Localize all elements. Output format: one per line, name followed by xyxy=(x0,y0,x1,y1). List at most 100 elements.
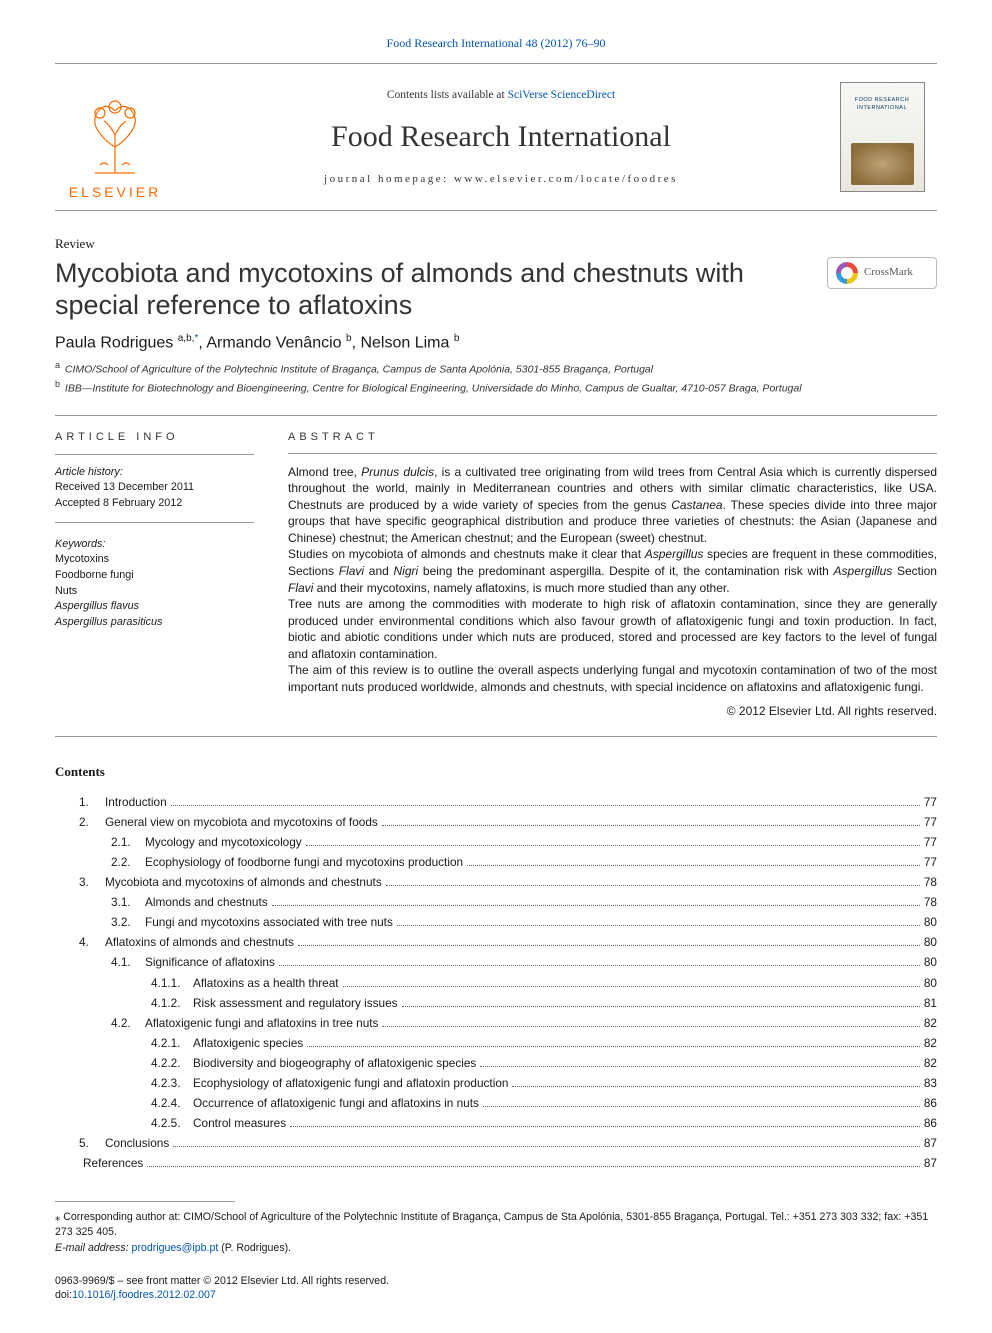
email-link[interactable]: prodrigues@ipb.pt xyxy=(132,1242,219,1254)
cover-thumb-area: FOOD RESEARCH INTERNATIONAL xyxy=(827,64,937,210)
toc-page: 81 xyxy=(924,993,937,1013)
affiliation: b IBB—Institute for Biotechnology and Bi… xyxy=(55,378,937,397)
toc-leader-dots xyxy=(307,1046,920,1047)
toc-page: 78 xyxy=(924,892,937,912)
toc-row[interactable]: 4.2.1.Aflatoxigenic species 82 xyxy=(55,1033,937,1053)
accepted-date: Accepted 8 February 2012 xyxy=(55,496,254,512)
masthead-center: Contents lists available at SciVerse Sci… xyxy=(175,64,827,210)
toc-heading: Contents xyxy=(55,763,937,781)
article-info-heading: article info xyxy=(55,430,254,446)
toc-row[interactable]: 4.2.5.Control measures 86 xyxy=(55,1113,937,1133)
toc-number: 3. xyxy=(79,872,101,892)
affiliation: a CIMO/School of Agriculture of the Poly… xyxy=(55,359,937,378)
keyword: Nuts xyxy=(55,584,254,600)
abstract-paragraph: Studies on mycobiota of almonds and ches… xyxy=(288,546,937,596)
toc-row[interactable]: 4.1.Significance of aflatoxins 80 xyxy=(55,952,937,972)
toc-row[interactable]: 3.2.Fungi and mycotoxins associated with… xyxy=(55,912,937,932)
toc-page: 82 xyxy=(924,1013,937,1033)
toc-number: 5. xyxy=(79,1133,101,1153)
toc-leader-dots xyxy=(272,905,920,906)
toc-leader-dots xyxy=(306,845,920,846)
toc-number: 4.1. xyxy=(111,952,141,972)
sciencedirect-link[interactable]: SciVerse ScienceDirect xyxy=(508,89,616,101)
doi-line: doi:10.1016/j.foodres.2012.02.007 xyxy=(55,1288,937,1302)
toc-number: 2.1. xyxy=(111,832,141,852)
toc-number: 4.1.2. xyxy=(151,993,189,1013)
article-type-label: Review xyxy=(55,235,937,253)
abstract-paragraph: The aim of this review is to outline the… xyxy=(288,662,937,695)
toc-row[interactable]: 3.Mycobiota and mycotoxins of almonds an… xyxy=(55,872,937,892)
toc-row[interactable]: References 87 xyxy=(55,1153,937,1173)
table-of-contents: 1.Introduction 772.General view on mycob… xyxy=(55,792,937,1173)
toc-row[interactable]: 4.2.4.Occurrence of aflatoxigenic fungi … xyxy=(55,1093,937,1113)
crossmark-badge[interactable]: CrossMark xyxy=(827,257,937,289)
toc-title: Ecophysiology of aflatoxigenic fungi and… xyxy=(193,1073,508,1093)
front-matter-copyright: 0963-9969/$ – see front matter © 2012 El… xyxy=(55,1274,937,1303)
toc-page: 77 xyxy=(924,812,937,832)
toc-title: Significance of aflatoxins xyxy=(145,952,275,972)
toc-title: General view on mycobiota and mycotoxins… xyxy=(105,812,378,832)
toc-page: 86 xyxy=(924,1093,937,1113)
article-title: Mycobiota and mycotoxins of almonds and … xyxy=(55,257,807,322)
toc-page: 82 xyxy=(924,1053,937,1073)
toc-leader-dots xyxy=(298,945,920,946)
doi-link[interactable]: 10.1016/j.foodres.2012.02.007 xyxy=(72,1289,216,1301)
toc-leader-dots xyxy=(279,965,920,966)
toc-title: Control measures xyxy=(193,1113,286,1133)
elsevier-tree-icon xyxy=(80,95,150,175)
toc-row[interactable]: 1.Introduction 77 xyxy=(55,792,937,812)
toc-page: 87 xyxy=(924,1153,937,1173)
abstract-divider xyxy=(288,453,937,454)
toc-row[interactable]: 4.1.1.Aflatoxins as a health threat 80 xyxy=(55,973,937,993)
toc-leader-dots xyxy=(402,1006,920,1007)
toc-number: 4.1.1. xyxy=(151,973,189,993)
abstract-paragraph: Tree nuts are among the commodities with… xyxy=(288,596,937,662)
toc-leader-dots xyxy=(343,986,920,987)
toc-row[interactable]: 4.2.3.Ecophysiology of aflatoxigenic fun… xyxy=(55,1073,937,1093)
publisher-name: ELSEVIER xyxy=(69,183,161,202)
toc-row[interactable]: 4.2.Aflatoxigenic fungi and aflatoxins i… xyxy=(55,1013,937,1033)
publisher-logo-area: ELSEVIER xyxy=(55,64,175,210)
toc-row[interactable]: 3.1.Almonds and chestnuts 78 xyxy=(55,892,937,912)
toc-row[interactable]: 5.Conclusions 87 xyxy=(55,1133,937,1153)
toc-row[interactable]: 2.1.Mycology and mycotoxicology 77 xyxy=(55,832,937,852)
toc-number: 4. xyxy=(79,932,101,952)
authors-line: Paula Rodrigues a,b,*, Armando Venâncio … xyxy=(55,332,937,354)
toc-title: References xyxy=(83,1153,143,1173)
toc-number: 4.2.4. xyxy=(151,1093,189,1113)
toc-number: 1. xyxy=(79,792,101,812)
toc-title: Aflatoxigenic fungi and aflatoxins in tr… xyxy=(145,1013,378,1033)
toc-leader-dots xyxy=(386,885,920,886)
toc-page: 77 xyxy=(924,792,937,812)
toc-row[interactable]: 4.1.2.Risk assessment and regulatory iss… xyxy=(55,993,937,1013)
toc-page: 80 xyxy=(924,912,937,932)
toc-number: 3.2. xyxy=(111,912,141,932)
toc-title: Aflatoxins as a health threat xyxy=(193,973,339,993)
journal-citation-link[interactable]: Food Research International 48 (2012) 76… xyxy=(55,35,937,51)
toc-leader-dots xyxy=(290,1126,920,1127)
abstract-paragraph: Almond tree, Prunus dulcis, is a cultiva… xyxy=(288,464,937,547)
toc-leader-dots xyxy=(512,1086,919,1087)
toc-title: Mycobiota and mycotoxins of almonds and … xyxy=(105,872,382,892)
toc-title: Almonds and chestnuts xyxy=(145,892,268,912)
toc-row[interactable]: 4.Aflatoxins of almonds and chestnuts 80 xyxy=(55,932,937,952)
toc-row[interactable]: 2.General view on mycobiota and mycotoxi… xyxy=(55,812,937,832)
received-date: Received 13 December 2011 xyxy=(55,480,254,496)
crossmark-label: CrossMark xyxy=(864,265,913,280)
toc-row[interactable]: 4.2.2.Biodiversity and biogeography of a… xyxy=(55,1053,937,1073)
masthead: ELSEVIER Contents lists available at Sci… xyxy=(55,63,937,211)
toc-leader-dots xyxy=(382,1026,919,1027)
footnotes: ⁎ Corresponding author at: CIMO/School o… xyxy=(55,1210,937,1256)
affiliations: a CIMO/School of Agriculture of the Poly… xyxy=(55,359,937,396)
toc-page: 83 xyxy=(924,1073,937,1093)
toc-row[interactable]: 2.2.Ecophysiology of foodborne fungi and… xyxy=(55,852,937,872)
abstract-body: Almond tree, Prunus dulcis, is a cultiva… xyxy=(288,464,937,696)
toc-title: Biodiversity and biogeography of aflatox… xyxy=(193,1053,476,1073)
toc-number: 4.2.3. xyxy=(151,1073,189,1093)
info-divider xyxy=(55,454,254,455)
toc-number: 4.2. xyxy=(111,1013,141,1033)
toc-page: 86 xyxy=(924,1113,937,1133)
toc-leader-dots xyxy=(397,925,920,926)
toc-number: 4.2.1. xyxy=(151,1033,189,1053)
elsevier-logo: ELSEVIER xyxy=(69,95,161,202)
